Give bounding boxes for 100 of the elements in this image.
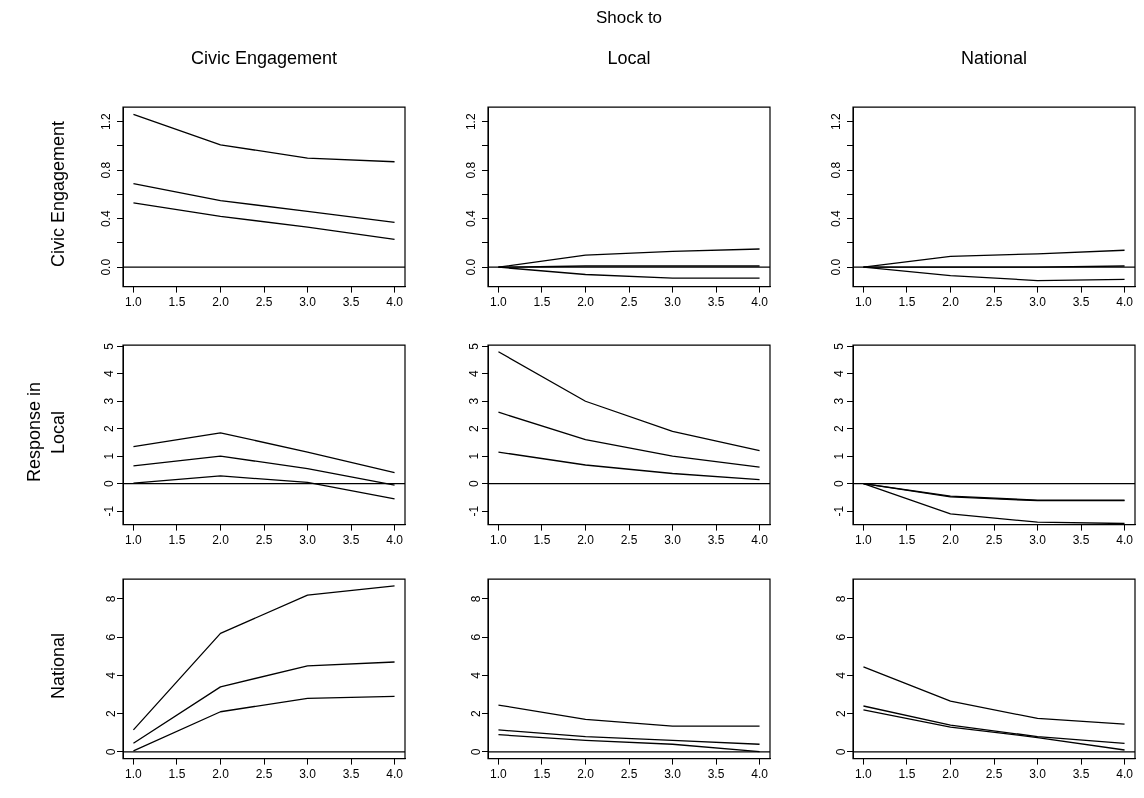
y-tick-label: 1.2	[463, 113, 478, 131]
y-tick-label: 0.0	[828, 258, 843, 276]
y-tick-label: 2	[468, 710, 483, 717]
y-tick-label: 1	[831, 452, 846, 460]
x-tick-label: 2.0	[212, 295, 230, 310]
y-tick-label: 0.0	[98, 258, 113, 276]
y-tick-label: 0.4	[98, 210, 113, 228]
x-tick-label: 1.0	[855, 533, 873, 548]
x-tick-label: 1.0	[490, 767, 508, 782]
x-tick-label: 1.0	[125, 295, 143, 310]
x-tick-label: 2.0	[577, 533, 595, 548]
x-tick-label: 3.5	[707, 533, 725, 548]
y-tick-label: 1	[101, 452, 116, 460]
x-tick-label: 3.0	[1029, 533, 1047, 548]
y-tick-label: 6	[103, 633, 118, 641]
y-tick-label: 0.4	[828, 210, 843, 228]
x-tick-label: 3.0	[664, 295, 682, 310]
y-tick-label: -1	[466, 505, 481, 517]
x-tick-label: 1.5	[533, 533, 551, 548]
y-tick-label: 0.8	[98, 161, 113, 179]
y-tick-label: 6	[468, 633, 483, 641]
x-tick-label: 4.0	[1116, 767, 1134, 782]
x-tick-label: 1.5	[168, 295, 186, 310]
x-tick-label: 2.5	[620, 533, 638, 548]
x-tick-label: 2.5	[985, 533, 1003, 548]
y-tick-label: 0	[833, 748, 848, 756]
y-tick-label: 1	[466, 452, 481, 460]
x-tick-label: 2.0	[212, 767, 230, 782]
x-tick-label: 2.0	[577, 767, 595, 782]
y-tick-label: 2	[831, 425, 846, 433]
y-tick-label: 0.8	[828, 161, 843, 179]
x-tick-label: 3.0	[664, 767, 682, 782]
x-tick-label: 1.0	[855, 767, 873, 782]
x-tick-label: 2.0	[942, 295, 960, 310]
x-tick-label: 2.5	[255, 767, 273, 782]
x-tick-label: 1.5	[898, 533, 916, 548]
x-tick-label: 2.5	[620, 295, 638, 310]
x-tick-label: 1.0	[855, 295, 873, 310]
x-tick-label: 2.0	[942, 533, 960, 548]
x-tick-label: 3.5	[342, 295, 360, 310]
x-tick-label: 2.5	[255, 295, 273, 310]
y-tick-label: 4	[468, 671, 483, 679]
y-tick-label: 1.2	[98, 113, 113, 131]
y-tick-label: 3	[831, 397, 846, 405]
y-tick-label: 0	[101, 480, 116, 488]
y-tick-label: 0.8	[463, 161, 478, 179]
text: Response in	[23, 382, 45, 483]
y-tick-label: 8	[468, 595, 483, 603]
x-tick-label: 4.0	[751, 767, 769, 782]
x-tick-label: 3.5	[707, 767, 725, 782]
x-tick-label: 4.0	[1116, 295, 1134, 310]
x-tick-label: 2.5	[985, 767, 1003, 782]
y-tick-label: 0	[468, 748, 483, 756]
x-tick-label: 3.5	[342, 533, 360, 548]
y-axis-title: National	[47, 633, 69, 700]
x-tick-label: 1.5	[533, 767, 551, 782]
x-tick-label: 4.0	[1116, 533, 1134, 548]
x-tick-label: 3.5	[1072, 533, 1090, 548]
y-tick-label: 4	[466, 370, 481, 378]
y-tick-label: 5	[831, 342, 846, 350]
x-tick-label: 1.0	[125, 767, 143, 782]
x-tick-label: 2.5	[985, 295, 1003, 310]
x-tick-label: 4.0	[751, 533, 769, 548]
x-tick-label: 2.0	[942, 767, 960, 782]
x-tick-label: 3.0	[299, 295, 317, 310]
chart-title: National	[959, 48, 1028, 69]
y-tick-label: 0	[466, 480, 481, 488]
chart-title: Civic Engagement	[189, 48, 339, 69]
y-tick-label: 4	[103, 671, 118, 679]
x-tick-label: 3.5	[1072, 767, 1090, 782]
chart-title: Local	[606, 48, 652, 69]
x-tick-label: 2.0	[577, 295, 595, 310]
y-tick-label: 0	[831, 480, 846, 488]
x-tick-label: 2.5	[255, 533, 273, 548]
x-tick-label: 1.5	[898, 767, 916, 782]
x-tick-label: 1.5	[898, 295, 916, 310]
x-tick-label: 3.5	[1072, 295, 1090, 310]
y-axis-title: Civic Engagement	[47, 121, 69, 268]
y-tick-label: 5	[466, 342, 481, 350]
x-tick-label: 2.0	[212, 533, 230, 548]
y-tick-label: 0.0	[463, 258, 478, 276]
x-tick-label: 3.5	[342, 767, 360, 782]
x-tick-label: 4.0	[751, 295, 769, 310]
y-tick-label: 2	[833, 710, 848, 717]
y-tick-label: 0.4	[463, 210, 478, 228]
x-tick-label: 3.0	[664, 533, 682, 548]
x-tick-label: 2.5	[620, 767, 638, 782]
x-tick-label: 3.0	[1029, 767, 1047, 782]
x-tick-label: 4.0	[386, 295, 404, 310]
x-tick-label: 3.0	[1029, 295, 1047, 310]
x-tick-label: 1.0	[490, 295, 508, 310]
y-tick-label: 2	[466, 425, 481, 433]
y-axis-title: Local	[47, 410, 69, 455]
y-tick-label: 3	[466, 397, 481, 405]
y-tick-label: 2	[101, 425, 116, 433]
y-tick-label: 1.2	[828, 113, 843, 131]
text: Shock to	[594, 8, 664, 28]
x-tick-label: 1.5	[533, 295, 551, 310]
x-tick-label: 1.5	[168, 533, 186, 548]
y-tick-label: 4	[831, 370, 846, 378]
